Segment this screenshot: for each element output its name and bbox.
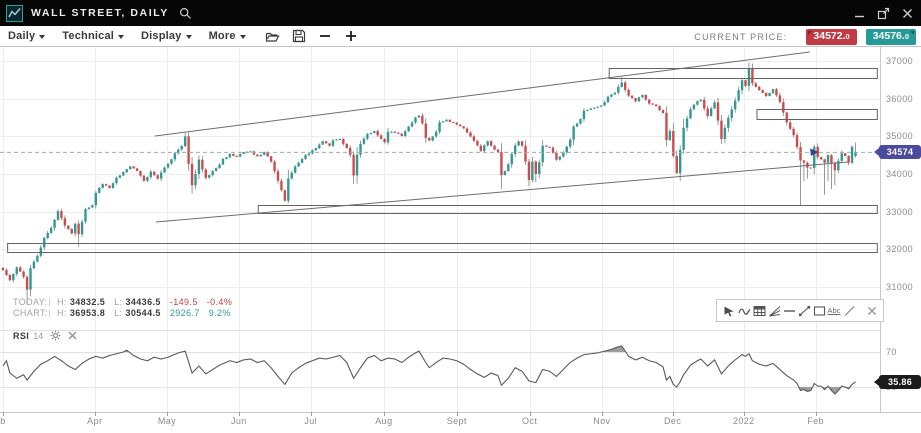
rsi-band-label: 70 bbox=[886, 347, 897, 357]
time-axis-label: May bbox=[157, 416, 177, 426]
zoom-out-icon[interactable] bbox=[315, 27, 335, 45]
indicator-settings-gear-icon[interactable] bbox=[50, 330, 61, 341]
menu-display[interactable]: Display bbox=[141, 30, 192, 42]
chevron-down-icon bbox=[185, 34, 192, 39]
indicator-header: RSI 14 bbox=[13, 330, 77, 341]
chart-change: 2926.7 bbox=[169, 308, 200, 318]
chevron-down-icon bbox=[239, 34, 246, 39]
today-change-pct: -0.4% bbox=[206, 297, 233, 307]
time-axis-label: Apr bbox=[87, 416, 103, 426]
search-icon[interactable] bbox=[179, 7, 192, 20]
menu-technical[interactable]: Technical bbox=[62, 30, 125, 42]
close-window-icon[interactable] bbox=[897, 5, 917, 21]
price-stats: TODAY: H: 34832.5 L: 34436.5 -149.5 -0.4… bbox=[13, 297, 241, 319]
current-price-label: CURRENT PRICE: bbox=[694, 31, 788, 42]
chevron-down-icon bbox=[39, 34, 46, 39]
current-price-tag: 34574 bbox=[874, 145, 921, 160]
price-axis-label: 31000 bbox=[886, 282, 914, 292]
today-change: -149.5 bbox=[169, 297, 198, 307]
freehand-tool-icon[interactable] bbox=[737, 303, 751, 319]
text-tool-icon[interactable]: Abc bbox=[827, 306, 841, 315]
open-folder-icon[interactable] bbox=[263, 27, 283, 45]
indicator-name: RSI bbox=[13, 330, 30, 341]
time-axis-label: Oct bbox=[522, 416, 538, 426]
today-stats-row: TODAY: H: 34832.5 L: 34436.5 -149.5 -0.4… bbox=[13, 297, 241, 307]
price-axis-label: 34000 bbox=[886, 169, 914, 179]
drawing-toolbar: Abc bbox=[716, 299, 884, 322]
menu-more-label: More bbox=[208, 30, 236, 42]
today-low-value: 34436.5 bbox=[125, 297, 161, 307]
today-high-value: 34832.5 bbox=[69, 297, 106, 307]
sell-price-decimal: 0 bbox=[845, 31, 850, 41]
pattern-grid-tool-icon[interactable] bbox=[752, 303, 766, 319]
chart-label: CHART: bbox=[13, 308, 48, 318]
price-axis-label: 37000 bbox=[886, 56, 914, 66]
title-bar: WALL STREET, DAILY bbox=[0, 0, 921, 26]
chart-low-value: 30544.5 bbox=[125, 308, 161, 318]
chart-high-label: H: bbox=[57, 308, 67, 318]
save-icon[interactable] bbox=[289, 27, 309, 45]
chart-high-value: 36953.8 bbox=[69, 308, 106, 318]
rsi-value-tag: 35.86 bbox=[874, 374, 921, 389]
time-axis-label: 2022 bbox=[732, 416, 755, 426]
chart-change-pct: 9.2% bbox=[208, 308, 231, 318]
time-axis-label: Aug bbox=[375, 416, 393, 426]
popout-icon[interactable] bbox=[873, 5, 893, 21]
current-price-group: CURRENT PRICE: 34572. 0 34576. 0 bbox=[694, 26, 916, 47]
zoom-in-icon[interactable] bbox=[341, 27, 361, 45]
chart-stats-row: CHART: H: 36953.8 L: 30544.5 2926.7 9.2% bbox=[13, 308, 241, 318]
time-axis-label: Jul bbox=[304, 416, 318, 426]
app-logo-icon bbox=[6, 4, 23, 22]
pointer-tool-icon[interactable] bbox=[722, 303, 736, 319]
trendline-tool-icon[interactable] bbox=[797, 303, 811, 319]
sell-price-value: 34572. bbox=[813, 29, 846, 42]
buy-price-value: 34576. bbox=[872, 29, 905, 42]
time-axis-label: Feb bbox=[807, 416, 824, 426]
buy-price-button[interactable]: 34576. 0 bbox=[865, 28, 916, 45]
menu-timeframe-label: Daily bbox=[8, 30, 36, 42]
toolbar: Daily Technical Display More bbox=[0, 26, 921, 47]
price-axis-label: 35000 bbox=[886, 131, 914, 142]
today-low-label: L: bbox=[114, 297, 123, 307]
time-axis-label: b bbox=[0, 416, 6, 426]
rectangle-tool-icon[interactable] bbox=[812, 303, 826, 319]
time-axis-label: Jun bbox=[230, 416, 247, 426]
minimize-icon[interactable] bbox=[849, 5, 869, 21]
time-axis-label: Nov bbox=[593, 416, 611, 426]
sell-price-button[interactable]: 34572. 0 bbox=[806, 28, 857, 45]
price-axis-label: 32000 bbox=[886, 244, 914, 255]
menu-timeframe[interactable]: Daily bbox=[8, 30, 46, 42]
diagonal-line-tool-icon[interactable] bbox=[842, 303, 856, 319]
chart-low-label: L: bbox=[114, 308, 123, 318]
indicator-close-icon[interactable] bbox=[68, 331, 77, 340]
chevron-down-icon bbox=[118, 34, 125, 39]
menu-technical-label: Technical bbox=[62, 30, 115, 42]
price-axis-label: 33000 bbox=[886, 206, 914, 217]
time-axis-label: Sept bbox=[446, 416, 467, 426]
horizontal-line-tool-icon[interactable] bbox=[782, 303, 796, 319]
today-label: TODAY: bbox=[13, 297, 48, 307]
menu-more[interactable]: More bbox=[209, 30, 246, 42]
close-drawing-toolbar-icon[interactable] bbox=[865, 303, 879, 319]
indicator-period: 14 bbox=[33, 330, 44, 341]
time-axis-label: Dec bbox=[664, 416, 682, 426]
fan-lines-tool-icon[interactable] bbox=[767, 303, 781, 319]
menu-display-label: Display bbox=[141, 30, 182, 42]
today-high-label: H: bbox=[57, 297, 67, 307]
window-title: WALL STREET, DAILY bbox=[31, 7, 169, 19]
buy-price-decimal: 0 bbox=[904, 31, 909, 41]
price-axis-label: 36000 bbox=[886, 93, 914, 104]
